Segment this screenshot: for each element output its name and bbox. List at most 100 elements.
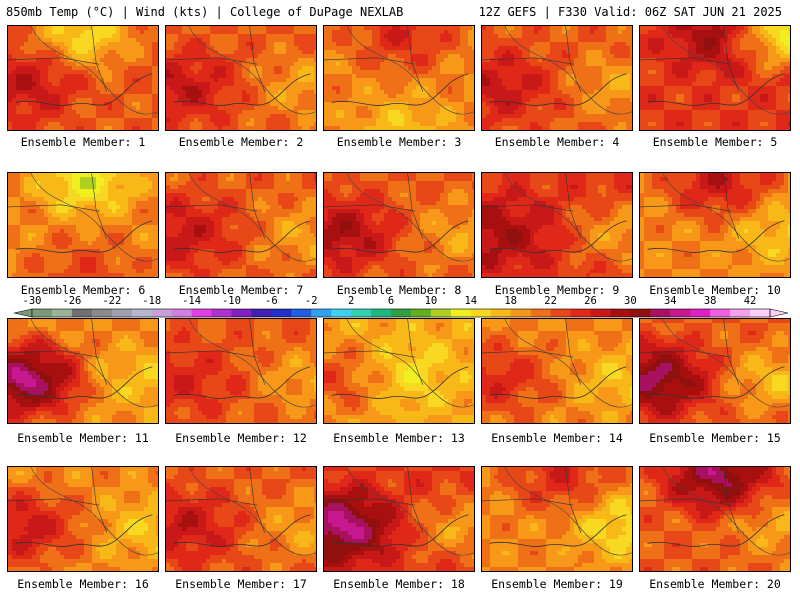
temperature-cell: [428, 114, 433, 119]
temperature-cell: [494, 78, 499, 83]
temperature-cell: [534, 42, 539, 47]
temperature-cell: [274, 90, 279, 95]
temperature-cell: [254, 34, 259, 39]
temperature-cell: [234, 62, 239, 67]
temperature-cell: [448, 66, 453, 71]
temperature-cell: [352, 122, 357, 127]
ensemble-member-map: [323, 25, 475, 131]
temperature-cell: [328, 110, 333, 115]
temperature-cell: [156, 42, 158, 47]
temperature-cell: [776, 82, 781, 87]
temperature-cell: [152, 98, 157, 103]
temperature-cell: [24, 70, 29, 75]
temperature-cell: [230, 114, 235, 119]
temperature-cell: [178, 122, 183, 127]
temperature-cell: [148, 122, 153, 127]
temperature-cell: [156, 50, 158, 55]
temperature-cell: [776, 66, 781, 71]
temperature-cell: [408, 82, 413, 87]
temperature-cell: [440, 94, 445, 99]
temperature-cell: [578, 74, 583, 79]
temperature-cell: [198, 62, 203, 67]
temperature-cell: [190, 86, 195, 91]
temperature-cell: [60, 78, 65, 83]
temperature-cell: [174, 110, 179, 115]
temperature-cell: [530, 98, 535, 103]
temperature-cell: [210, 54, 215, 59]
temperature-cell: [720, 26, 725, 31]
temperature-cell: [124, 114, 129, 119]
temperature-cell: [506, 74, 511, 79]
temperature-cell: [306, 62, 311, 67]
temperature-cell: [28, 102, 33, 107]
temperature-cell: [530, 54, 535, 59]
temperature-cell: [502, 78, 507, 83]
temperature-cell: [510, 130, 515, 131]
temperature-cell: [578, 50, 583, 55]
temperature-cell: [136, 102, 141, 107]
temperature-cell: [92, 118, 97, 123]
temperature-cell: [128, 118, 133, 123]
temperature-cell: [144, 58, 149, 63]
temperature-cell: [392, 86, 397, 91]
temperature-cell: [152, 46, 157, 51]
temperature-cell: [468, 118, 473, 123]
temperature-cell: [352, 62, 357, 67]
temperature-cell: [56, 102, 61, 107]
temperature-cell: [700, 70, 705, 75]
temperature-cell: [502, 126, 507, 130]
temperature-cell: [32, 62, 37, 67]
temperature-cell: [550, 34, 555, 39]
temperature-cell: [234, 102, 239, 107]
temperature-cell: [222, 122, 227, 127]
temperature-cell: [44, 62, 49, 67]
temperature-cell: [684, 30, 689, 35]
temperature-cell: [348, 98, 353, 103]
temperature-cell: [534, 66, 539, 71]
temperature-cell: [120, 30, 125, 35]
temperature-cell: [218, 62, 223, 67]
temperature-cell: [32, 106, 37, 111]
temperature-cell: [246, 78, 251, 83]
temperature-cell: [238, 30, 243, 35]
temperature-cell: [298, 42, 303, 47]
temperature-cell: [12, 98, 17, 103]
temperature-cell: [128, 46, 133, 51]
temperature-cell: [614, 70, 619, 75]
temperature-cell: [716, 54, 721, 59]
temperature-cell: [230, 118, 235, 123]
temperature-cell: [242, 86, 247, 91]
temperature-cell: [132, 110, 137, 115]
temperature-cell: [622, 38, 627, 43]
temperature-cell: [506, 34, 511, 39]
temperature-cell: [206, 58, 211, 63]
temperature-cell: [108, 74, 113, 79]
temperature-cell: [44, 70, 49, 75]
temperature-cell: [704, 30, 709, 35]
temperature-cell: [72, 110, 77, 115]
temperature-cell: [36, 122, 41, 127]
temperature-cell: [368, 38, 373, 43]
temperature-cell: [526, 38, 531, 43]
temperature-cell: [672, 82, 677, 87]
temperature-cell: [788, 74, 790, 79]
temperature-cell: [514, 106, 519, 111]
temperature-cell: [174, 42, 179, 47]
temperature-cell: [364, 110, 369, 115]
temperature-cell: [124, 30, 129, 35]
temperature-cell: [562, 90, 567, 95]
temperature-cell: [36, 74, 41, 79]
temperature-cell: [250, 78, 255, 83]
temperature-cell: [780, 94, 785, 99]
temperature-cell: [472, 70, 474, 75]
temperature-cell: [772, 66, 777, 71]
temperature-cell: [428, 34, 433, 39]
temperature-cell: [440, 126, 445, 130]
temperature-cell: [166, 58, 171, 63]
temperature-cell: [238, 82, 243, 87]
temperature-cell: [144, 130, 149, 131]
temperature-cell: [664, 90, 669, 95]
temperature-cell: [436, 74, 441, 79]
temperature-cell: [530, 130, 535, 131]
temperature-cell: [380, 114, 385, 119]
